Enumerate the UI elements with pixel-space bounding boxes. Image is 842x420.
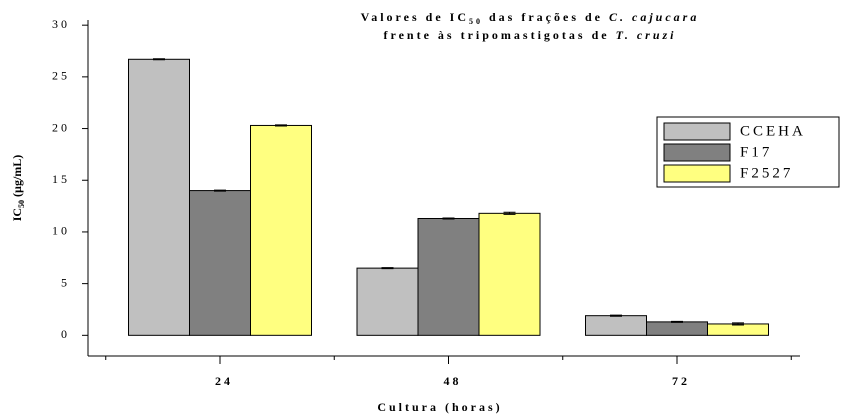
text-part: 50 bbox=[469, 17, 483, 26]
y-tick-label: 0 bbox=[61, 327, 70, 341]
bar bbox=[478, 212, 541, 336]
bar bbox=[646, 321, 708, 336]
x-tick-label: 24 bbox=[215, 374, 233, 388]
y-tick-label: 10 bbox=[52, 224, 70, 238]
x-tick-label: 72 bbox=[672, 374, 690, 388]
x-tick-label: 48 bbox=[444, 374, 462, 388]
error-bar bbox=[381, 267, 394, 270]
bar bbox=[356, 267, 419, 336]
legend-swatch bbox=[663, 143, 731, 162]
error-bar bbox=[671, 320, 683, 323]
error-bar bbox=[153, 58, 165, 61]
error-bar bbox=[503, 211, 516, 215]
error-bar bbox=[442, 217, 455, 220]
y-tick-label: 5 bbox=[61, 275, 70, 289]
error-bar bbox=[275, 124, 287, 127]
bar bbox=[250, 124, 312, 336]
text-part: frente às tripomastigotas de bbox=[384, 28, 616, 42]
text-part: Valores de IC bbox=[361, 10, 469, 24]
chart-title: Valores de IC50 das frações de C. cajuca… bbox=[361, 10, 700, 27]
legend-swatch bbox=[663, 122, 731, 141]
y-tick-label: 20 bbox=[52, 120, 70, 134]
bar bbox=[189, 190, 251, 336]
bar bbox=[417, 217, 480, 336]
text-part: T. cruzi bbox=[616, 28, 677, 42]
y-tick-label: 15 bbox=[52, 172, 70, 186]
error-bar bbox=[610, 314, 622, 317]
x-axis-label: Cultura (horas) bbox=[377, 400, 502, 414]
y-tick-label: 25 bbox=[52, 69, 70, 83]
error-bar bbox=[732, 322, 744, 326]
error-bar bbox=[214, 189, 226, 192]
text-part: das frações de bbox=[483, 10, 609, 24]
legend-label: CCEHA bbox=[740, 123, 806, 139]
bar bbox=[128, 58, 190, 336]
legend-label: F2527 bbox=[740, 165, 793, 181]
text-part: C. cajucara bbox=[609, 10, 699, 24]
text-part: 50 bbox=[17, 200, 26, 208]
legend-label: F17 bbox=[740, 144, 772, 160]
bar bbox=[707, 323, 769, 336]
text-part: IC bbox=[10, 208, 24, 221]
text-part: (µg/mL) bbox=[10, 155, 24, 200]
y-tick-label: 30 bbox=[52, 17, 70, 31]
bar bbox=[585, 315, 647, 336]
legend-swatch bbox=[663, 164, 731, 183]
chart-title: frente às tripomastigotas de T. cruzi bbox=[384, 28, 677, 42]
y-axis-label: IC50 (µg/mL) bbox=[10, 155, 27, 222]
